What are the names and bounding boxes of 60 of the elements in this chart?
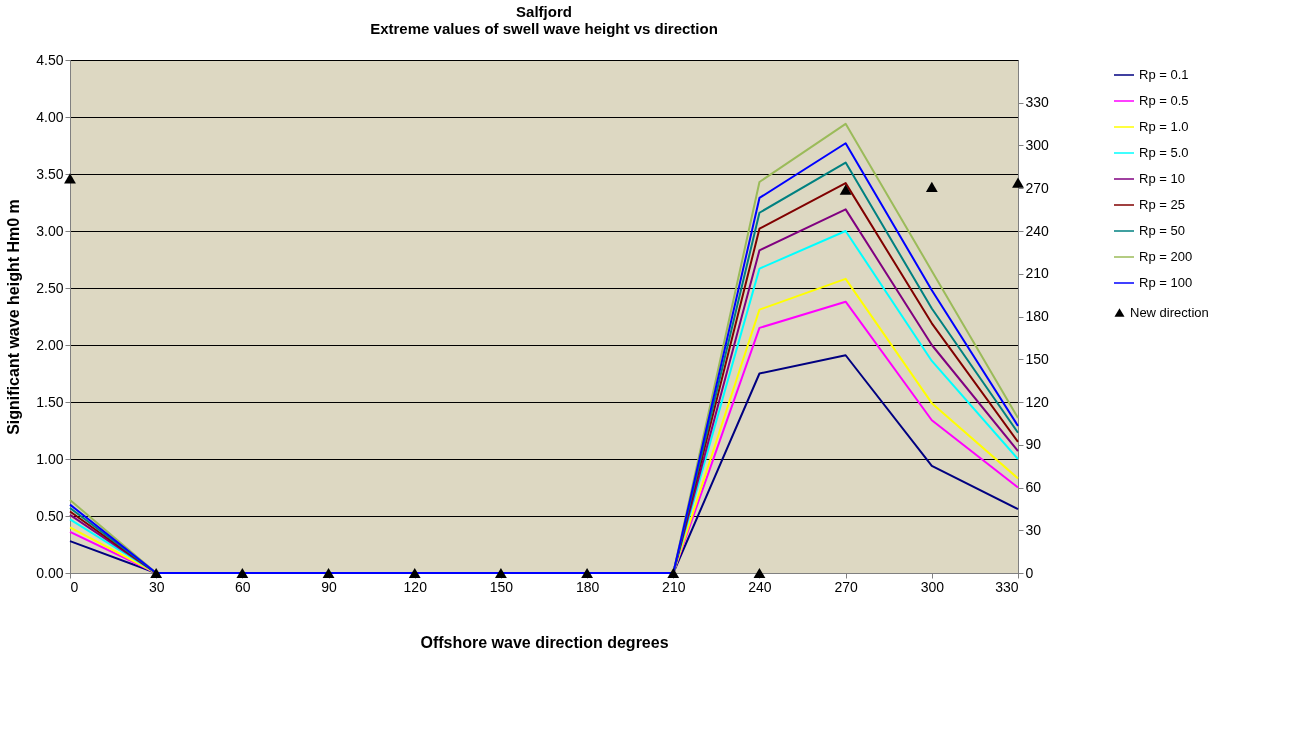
legend-label: Rp = 200: [1139, 249, 1193, 264]
point: [494, 567, 507, 579]
x-tick-label: 30: [148, 578, 165, 595]
y2-tick-label: 60: [1025, 479, 1042, 495]
legend-label: Rp = 50: [1139, 223, 1185, 238]
legend-label: Rp = 100: [1139, 275, 1193, 290]
y2-tick-label: 150: [1025, 350, 1050, 367]
y-tick-label: 3.00: [36, 222, 64, 239]
x-tick-label: 210: [662, 578, 686, 595]
legend-label: Rp = 0.1: [1139, 67, 1189, 82]
y-tick-label: 3.50: [36, 165, 64, 182]
y2-tick-label: 270: [1025, 179, 1050, 196]
x-tick-label: 90: [321, 578, 338, 595]
x-tick-label: 270: [834, 578, 859, 595]
y2-tick-label: 240: [1025, 222, 1050, 239]
point: [408, 567, 421, 579]
y2-tick-label: 330: [1025, 94, 1050, 111]
x-axis-title: Offshore wave direction degrees: [420, 633, 669, 651]
point: [1012, 177, 1024, 188]
y2-tick-label: 90: [1025, 436, 1042, 453]
y2-tick-label: 210: [1025, 265, 1050, 282]
y-tick-label: 4.00: [36, 108, 64, 125]
legend-label: Rp = 10: [1139, 171, 1185, 186]
point: [581, 567, 594, 579]
point: [322, 567, 335, 579]
point: [150, 567, 163, 579]
point: [64, 173, 76, 184]
legend-label: Rp = 5.0: [1139, 145, 1189, 160]
y2-tick-label: 0: [1025, 564, 1034, 581]
legend-label: Rp = 25: [1139, 197, 1185, 212]
y-axis-title: Significant wave height Hm0 m: [5, 199, 23, 435]
legend-label: Rp = 1.0: [1139, 119, 1189, 134]
legend-label: New direction: [1130, 304, 1209, 320]
x-tick-label: 60: [235, 578, 251, 595]
point: [753, 567, 766, 579]
y2-tick-label: 180: [1025, 308, 1050, 324]
y2-tick-label: 120: [1025, 393, 1050, 410]
y2-tick-label: 300: [1025, 137, 1050, 153]
chart-subtitle: Extreme values of swell wave height vs direction: [370, 20, 718, 37]
x-tick-label: 150: [489, 578, 514, 595]
x-tick-label: 120: [403, 578, 428, 595]
y-tick-label: 2.50: [36, 279, 64, 296]
point: [925, 181, 938, 192]
y-tick-label: 2.00: [36, 336, 64, 353]
y-tick-label: 1.00: [36, 450, 64, 467]
x-tick-label: 0: [70, 578, 79, 595]
x-tick-label: 180: [575, 578, 600, 595]
y-tick-label: 0.50: [36, 507, 64, 524]
point: [839, 184, 852, 195]
x-tick-label: 240: [748, 578, 772, 595]
x-tick-label: 300: [920, 578, 945, 595]
y-tick-label: 1.50: [36, 393, 64, 410]
y-tick-label: 4.50: [36, 51, 64, 68]
point: [236, 567, 249, 579]
point: [667, 567, 680, 579]
chart-title: Salfjord: [516, 3, 572, 20]
x-tick-label: 330: [995, 578, 1019, 595]
y-tick-label: 0.00: [36, 564, 64, 581]
y2-tick-label: 30: [1025, 521, 1042, 538]
legend-label: Rp = 0.5: [1139, 93, 1189, 108]
